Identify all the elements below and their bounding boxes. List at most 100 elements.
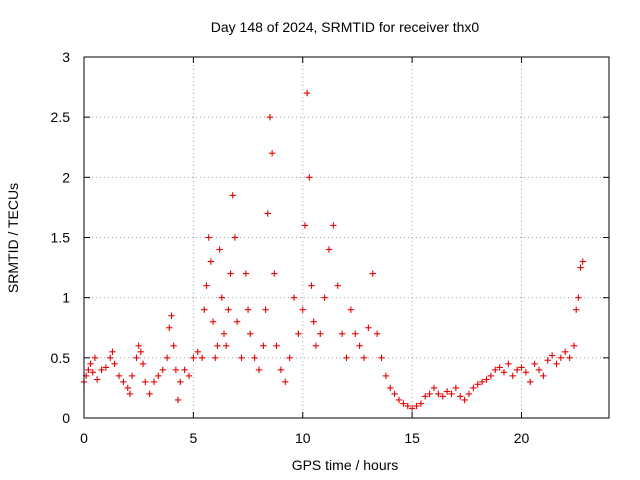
data-point — [290, 294, 298, 301]
data-point — [271, 270, 278, 277]
data-point — [135, 342, 142, 349]
data-point — [107, 354, 114, 362]
data-point — [177, 378, 184, 386]
data-point — [264, 210, 271, 217]
data-point — [496, 364, 503, 371]
data-point — [155, 372, 162, 380]
data-point — [168, 312, 175, 319]
data-point — [268, 150, 276, 157]
data-point — [190, 354, 197, 362]
data-point — [347, 306, 355, 313]
data-point — [378, 354, 385, 362]
x-tick-label: 10 — [295, 430, 311, 446]
data-point — [570, 342, 578, 349]
data-point — [93, 376, 101, 383]
data-point — [540, 372, 547, 380]
data-point — [139, 360, 147, 368]
data-point — [572, 306, 580, 313]
data-point — [522, 369, 530, 376]
data-point — [577, 264, 584, 271]
data-point — [527, 378, 534, 386]
data-point — [194, 348, 201, 356]
data-point — [544, 357, 551, 364]
y-tick-label: 0.5 — [51, 350, 71, 366]
data-point — [128, 372, 136, 380]
data-point — [553, 360, 560, 368]
data-point — [242, 270, 250, 277]
data-point — [260, 342, 267, 349]
x-tick-label: 5 — [189, 430, 197, 446]
data-point — [430, 384, 438, 392]
data-point — [426, 390, 433, 398]
data-point — [334, 282, 341, 289]
data-point — [277, 366, 285, 374]
y-tick-label: 2.5 — [51, 109, 71, 125]
data-point — [518, 364, 525, 371]
data-point — [306, 174, 313, 181]
data-point — [201, 306, 208, 313]
plot-frame — [83, 56, 610, 419]
data-point — [387, 384, 394, 392]
data-point — [207, 258, 215, 265]
data-point — [548, 352, 556, 359]
x-tick-label: 0 — [80, 430, 88, 446]
data-points — [80, 89, 586, 412]
data-point — [286, 354, 293, 362]
data-point — [98, 366, 105, 374]
data-point — [365, 324, 372, 331]
data-point — [91, 354, 99, 362]
x-tick-label: 15 — [404, 430, 420, 446]
data-point — [531, 360, 538, 368]
data-point — [330, 222, 337, 229]
data-point — [395, 396, 403, 404]
data-point — [244, 306, 252, 313]
data-point — [492, 366, 499, 374]
axis-ticks — [83, 56, 609, 419]
data-point — [214, 342, 221, 349]
data-point — [435, 390, 442, 398]
data-point — [413, 402, 420, 410]
data-point — [225, 306, 232, 313]
data-point — [266, 113, 274, 121]
data-point — [299, 306, 306, 313]
tick-labels: 0 5 10 15 20 0 0.5 1 1.5 2 2.5 3 — [51, 49, 530, 446]
data-point — [391, 390, 398, 398]
data-point — [170, 342, 177, 349]
data-point — [209, 318, 217, 325]
data-point — [382, 372, 390, 380]
data-point — [557, 354, 565, 362]
data-point — [212, 354, 219, 362]
data-point — [282, 378, 289, 386]
data-point — [262, 306, 269, 313]
data-point — [229, 192, 236, 199]
data-point — [198, 354, 206, 362]
data-point — [89, 369, 96, 376]
data-point — [369, 270, 376, 277]
data-point — [273, 342, 280, 349]
data-point — [566, 354, 573, 362]
data-point — [166, 324, 173, 331]
data-point — [109, 348, 116, 356]
data-point — [509, 372, 516, 380]
data-point — [181, 366, 188, 374]
data-point — [408, 405, 416, 412]
data-point — [126, 390, 134, 398]
data-point — [562, 348, 569, 356]
y-tick-label: 3 — [62, 49, 70, 65]
x-tick-label: 20 — [514, 430, 530, 446]
data-point — [474, 381, 481, 388]
data-point — [579, 258, 586, 265]
data-point — [505, 360, 512, 368]
data-point — [452, 384, 460, 392]
data-point — [343, 354, 350, 362]
data-point — [146, 390, 153, 398]
data-point — [111, 360, 118, 368]
data-point — [422, 393, 429, 400]
data-point — [227, 270, 234, 277]
data-point — [247, 330, 254, 337]
data-point — [465, 390, 473, 398]
data-point — [360, 354, 368, 362]
data-point — [216, 246, 223, 253]
chart-title: Day 148 of 2024, SRMTID for receiver thx… — [211, 19, 480, 35]
